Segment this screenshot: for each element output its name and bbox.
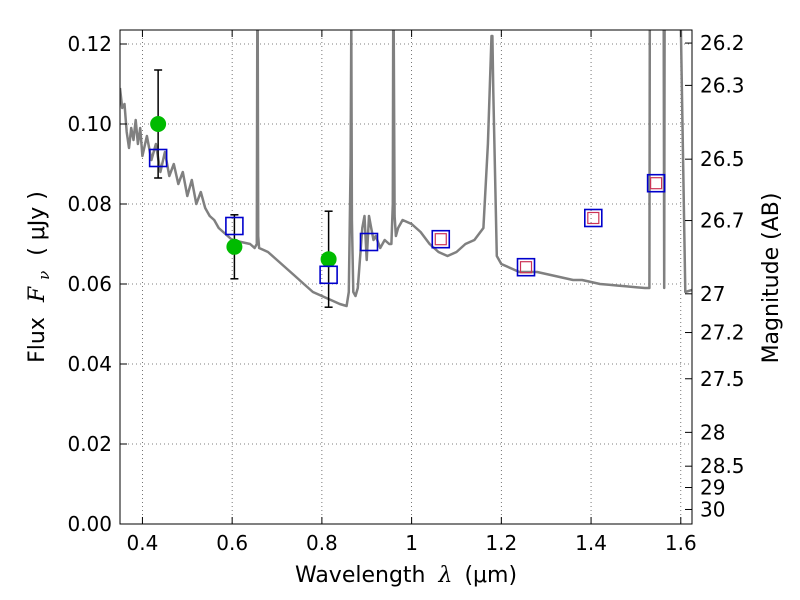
y-tick-label: 0.12 (67, 32, 112, 56)
magnitude-tick-label: 26.7 (700, 209, 745, 233)
magnitude-tick-label: 27.2 (700, 321, 745, 345)
magnitude-tick-label: 27.5 (700, 367, 745, 391)
x-tick-label: 1.6 (665, 531, 697, 555)
y-axis-label: Flux F ν ( μJy ) (25, 191, 55, 363)
y-axis-ticks: 0.00 0.02 0.04 0.06 0.08 0.10 0.12 (67, 32, 127, 536)
x-tick-label: 1.2 (485, 531, 517, 555)
y-tick-label: 0.00 (67, 512, 112, 536)
x-label-symbol: λ (437, 563, 452, 588)
observed-points (150, 116, 337, 268)
magnitude-tick-label: 26.2 (700, 31, 745, 55)
model-photometry-box (584, 208, 603, 228)
observed-point (226, 238, 243, 255)
y-tick-label: 0.10 (67, 112, 112, 136)
x-axis-label: Wavelength λ (μm) (295, 563, 517, 588)
magnitude-tick-label: 26.5 (700, 147, 745, 171)
predicted-inner-box (587, 211, 600, 225)
y2-axis-label: Magnitude (AB) (759, 193, 784, 364)
y-label-symbol: F (25, 286, 50, 303)
y-tick-label: 0.02 (67, 432, 112, 456)
model-photometry-box (516, 257, 536, 277)
plot-frame (119, 29, 693, 525)
model-photometry-box (359, 232, 379, 252)
magnitude-tick-label: 30 (700, 497, 725, 521)
x-tick-label: 1 (405, 531, 418, 555)
model-sed-group (120, 30, 692, 308)
model-photometry-box (646, 173, 666, 193)
x-tick-label: 0.6 (216, 531, 248, 555)
y-tick-label: 0.08 (67, 192, 112, 216)
plot-background (120, 30, 692, 524)
magnitude-tick-label: 29 (700, 476, 725, 500)
x-tick-label: 0.4 (127, 531, 159, 555)
y-tick-label: 0.06 (67, 272, 112, 296)
x-axis-ticks: 0.4 0.6 0.8 1 1.2 1.4 1.6 (127, 30, 697, 555)
model-sed-line (120, 30, 692, 308)
predicted-inner-box (650, 177, 663, 190)
y-label-unit: ( μJy ) (25, 191, 50, 256)
y-label-prefix: Flux (25, 317, 50, 363)
x-tick-label: 1.4 (575, 531, 607, 555)
predicted-inner-box (519, 261, 533, 274)
y-label-subscript: ν (35, 271, 53, 280)
y-tick-label: 0.04 (67, 352, 112, 376)
observed-point (150, 116, 167, 132)
predicted-inner-box (434, 233, 447, 246)
model-photometry-boxes (148, 148, 666, 285)
model-photometry-box (319, 265, 338, 285)
magnitude-tick-label: 26.3 (700, 73, 745, 97)
magnitude-tick-label: 27 (700, 282, 725, 306)
magnitude-tick-label: 28.5 (700, 454, 745, 478)
x-tick-label: 0.8 (306, 531, 338, 555)
model-photometry-box (225, 216, 244, 236)
magnitude-tick-label: 28 (700, 420, 725, 444)
x-label-unit: (μm) (464, 563, 517, 588)
model-photometry-box (431, 229, 451, 249)
model-photometry-box (148, 148, 168, 168)
observed-point (320, 251, 337, 268)
x-label-prefix: Wavelength (295, 563, 426, 588)
